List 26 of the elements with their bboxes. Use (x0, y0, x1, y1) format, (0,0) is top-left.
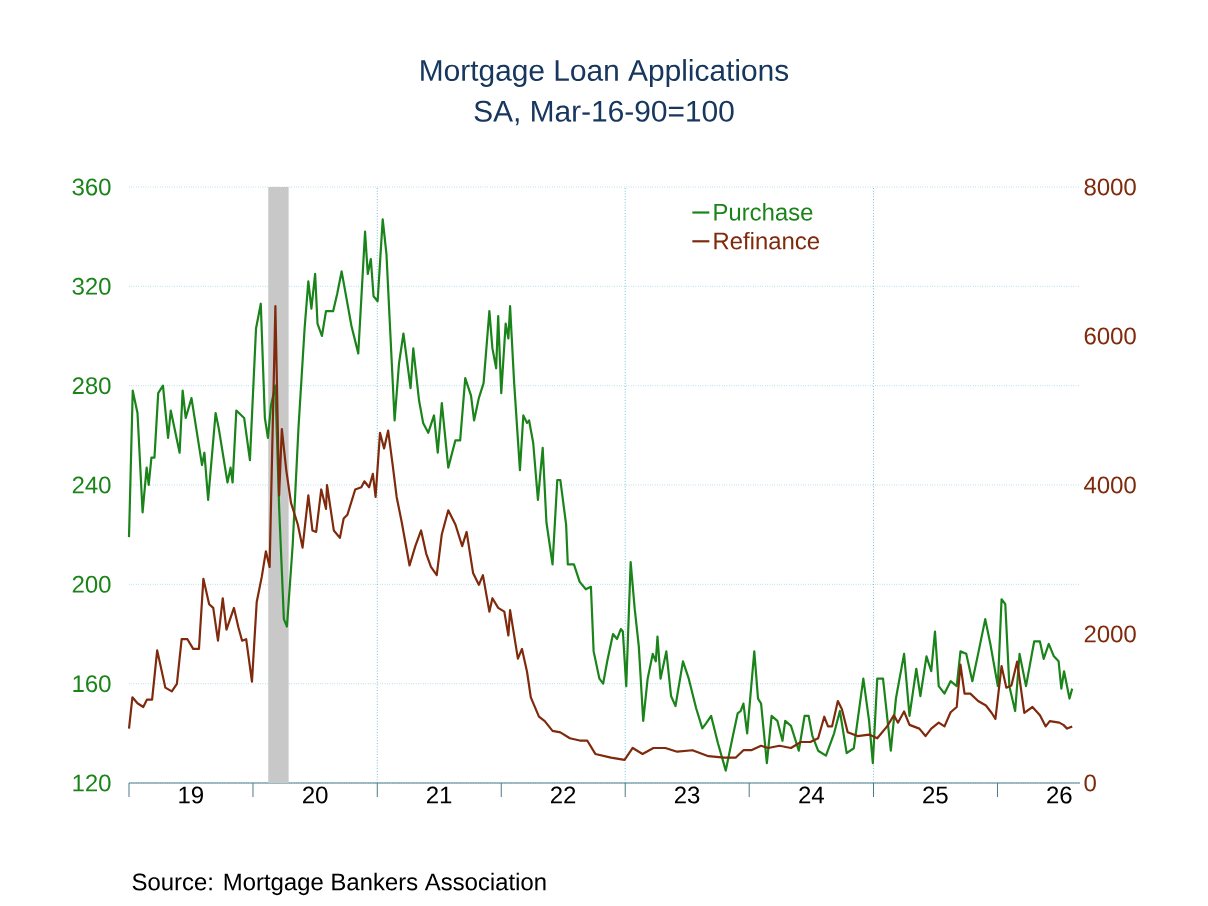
line-series (127, 305, 1074, 761)
x-tick-label: 20 (303, 786, 328, 804)
x-tick-label: 26 (1047, 786, 1072, 804)
x-tick-label: 19 (179, 786, 203, 804)
chart-subtitle: SA, Mar-16-90=100 (474, 100, 734, 126)
x-tick-label: 22 (550, 786, 576, 804)
y-tick-label: 160 (73, 675, 111, 693)
x-tick-label: 24 (799, 786, 824, 804)
y-tick-label: 240 (72, 476, 111, 494)
x-tick-label: 25 (923, 786, 948, 804)
y2-tick-label: 6000 (1084, 327, 1136, 345)
y2-tick-label: 2000 (1084, 625, 1136, 643)
y2-tick-label: 4000 (1084, 476, 1136, 494)
x-tick-label: 23 (674, 786, 700, 804)
y-tick-label: 120 (73, 774, 111, 792)
y2-tick-label: 0 (1084, 774, 1096, 792)
y-tick-label: 360 (72, 178, 111, 196)
chart-title: Mortgage Loan Applications (421, 59, 789, 87)
legend-label: Purchase (714, 203, 813, 221)
legend-label: Refinance (714, 231, 820, 250)
y-tick-label: 280 (72, 377, 111, 395)
y-tick-label: 320 (72, 277, 111, 295)
source-note: Source: Mortgage Bankers Association (132, 872, 546, 896)
x-tick-label: 21 (427, 786, 452, 804)
y-tick-label: 200 (72, 575, 111, 593)
y2-tick-label: 8000 (1084, 178, 1136, 196)
